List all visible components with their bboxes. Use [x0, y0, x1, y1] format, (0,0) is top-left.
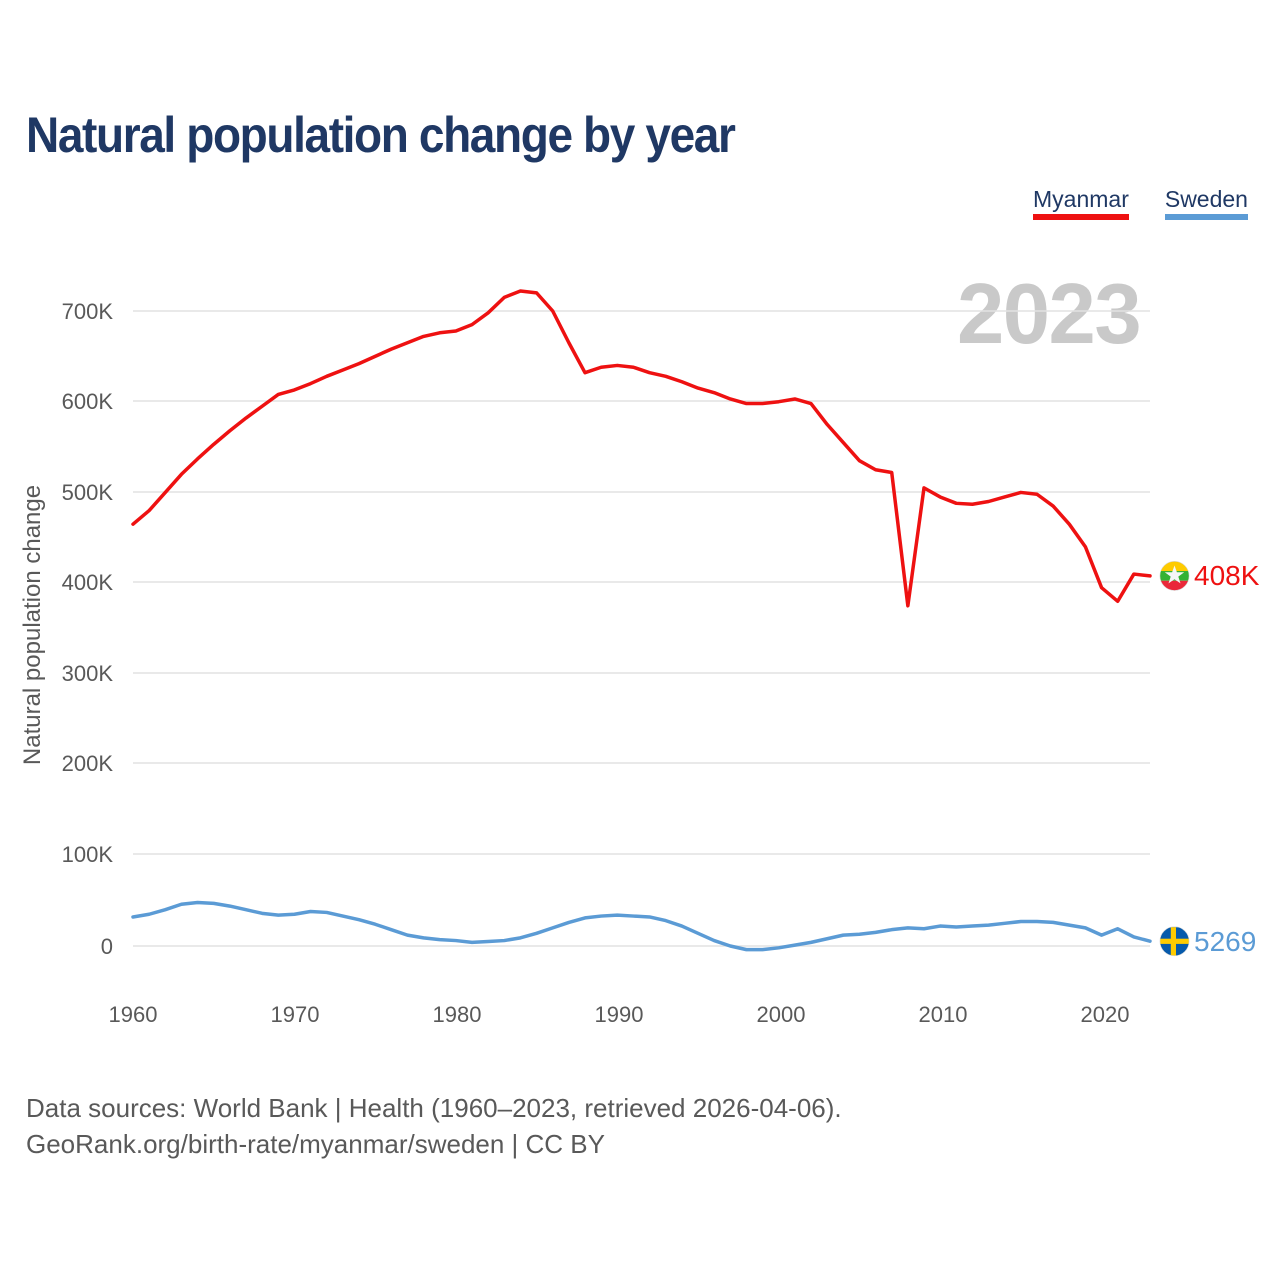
- svg-text:1970: 1970: [271, 1002, 320, 1027]
- svg-text:2000: 2000: [757, 1002, 806, 1027]
- svg-text:300K: 300K: [62, 661, 114, 686]
- svg-text:Natural population change: Natural population change: [19, 485, 46, 765]
- svg-text:700K: 700K: [62, 299, 114, 324]
- svg-text:100K: 100K: [62, 842, 114, 867]
- svg-text:2020: 2020: [1081, 1002, 1130, 1027]
- svg-text:408K: 408K: [1194, 560, 1260, 591]
- svg-text:500K: 500K: [62, 480, 114, 505]
- svg-text:0: 0: [101, 934, 113, 959]
- svg-text:400K: 400K: [62, 570, 114, 595]
- svg-text:200K: 200K: [62, 751, 114, 776]
- svg-text:1990: 1990: [595, 1002, 644, 1027]
- svg-text:2010: 2010: [919, 1002, 968, 1027]
- svg-text:600K: 600K: [62, 389, 114, 414]
- svg-text:1960: 1960: [109, 1002, 158, 1027]
- svg-text:5269: 5269: [1194, 926, 1256, 957]
- svg-text:1980: 1980: [433, 1002, 482, 1027]
